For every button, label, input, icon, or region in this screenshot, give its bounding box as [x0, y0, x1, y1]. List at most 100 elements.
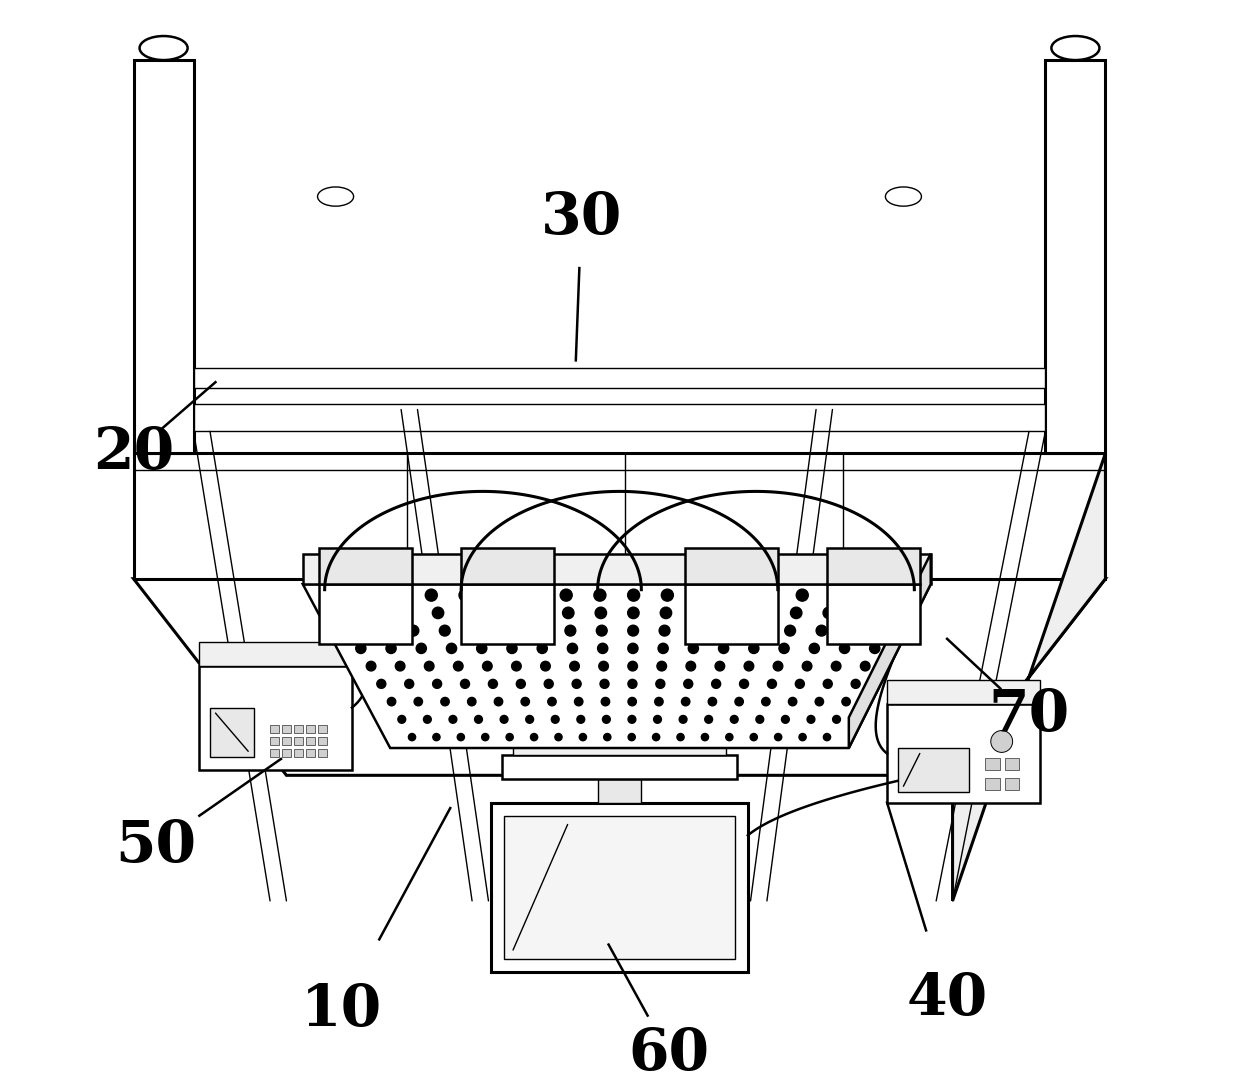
Circle shape: [408, 626, 419, 636]
Circle shape: [654, 715, 662, 723]
Circle shape: [494, 698, 503, 705]
Circle shape: [465, 607, 476, 618]
Circle shape: [655, 679, 665, 688]
Circle shape: [681, 698, 690, 705]
Circle shape: [711, 679, 721, 688]
Circle shape: [540, 662, 550, 670]
Circle shape: [551, 715, 559, 723]
Circle shape: [512, 662, 522, 670]
Bar: [985, 758, 1000, 770]
Circle shape: [555, 734, 563, 740]
Circle shape: [654, 698, 663, 705]
Circle shape: [567, 643, 577, 653]
Text: 70: 70: [989, 687, 1069, 744]
Circle shape: [888, 607, 900, 618]
Circle shape: [441, 698, 450, 705]
Bar: [985, 778, 1000, 790]
Circle shape: [658, 643, 668, 653]
Circle shape: [628, 698, 637, 705]
Circle shape: [660, 607, 672, 618]
Circle shape: [715, 662, 725, 670]
Bar: [502, 755, 737, 779]
Circle shape: [686, 662, 695, 670]
Bar: [491, 803, 748, 972]
Circle shape: [851, 679, 860, 688]
Circle shape: [425, 590, 437, 601]
Circle shape: [525, 715, 534, 723]
Circle shape: [729, 590, 741, 601]
Circle shape: [628, 734, 636, 740]
Circle shape: [753, 626, 764, 636]
Text: 30: 30: [540, 190, 622, 247]
Circle shape: [377, 679, 385, 688]
Circle shape: [628, 626, 638, 636]
Circle shape: [398, 715, 405, 723]
Circle shape: [560, 590, 572, 601]
Circle shape: [662, 590, 673, 601]
Bar: [294, 725, 302, 733]
Circle shape: [705, 715, 712, 723]
Bar: [887, 680, 1040, 704]
Circle shape: [530, 734, 538, 740]
Bar: [294, 737, 302, 745]
Circle shape: [807, 715, 815, 723]
Circle shape: [432, 734, 440, 740]
Circle shape: [730, 715, 738, 723]
Circle shape: [471, 626, 482, 636]
Polygon shape: [461, 584, 554, 644]
Polygon shape: [134, 579, 1105, 775]
Circle shape: [517, 679, 525, 688]
Circle shape: [409, 734, 415, 740]
Circle shape: [758, 607, 769, 618]
Circle shape: [740, 679, 748, 688]
Circle shape: [458, 590, 471, 601]
Circle shape: [335, 607, 346, 618]
Circle shape: [831, 662, 841, 670]
Circle shape: [628, 715, 636, 723]
Circle shape: [809, 643, 819, 653]
Circle shape: [803, 662, 812, 670]
Circle shape: [392, 590, 404, 601]
Ellipse shape: [317, 187, 353, 206]
Bar: [282, 749, 291, 757]
Circle shape: [325, 590, 336, 601]
Circle shape: [628, 662, 638, 670]
Circle shape: [367, 662, 375, 670]
Circle shape: [756, 715, 763, 723]
Circle shape: [628, 607, 639, 618]
Circle shape: [497, 607, 509, 618]
Circle shape: [815, 698, 824, 705]
Circle shape: [425, 662, 434, 670]
Circle shape: [453, 662, 463, 670]
Bar: [282, 737, 291, 745]
Circle shape: [356, 643, 366, 653]
Bar: [306, 749, 315, 757]
Circle shape: [870, 643, 880, 653]
Polygon shape: [826, 584, 919, 644]
Circle shape: [548, 698, 556, 705]
Text: 40: 40: [907, 971, 987, 1028]
Bar: [294, 749, 302, 757]
Polygon shape: [685, 548, 778, 584]
Circle shape: [767, 679, 777, 688]
Circle shape: [659, 626, 670, 636]
Text: 50: 50: [115, 818, 196, 875]
Circle shape: [774, 734, 782, 740]
Circle shape: [750, 734, 757, 740]
Circle shape: [440, 626, 450, 636]
Bar: [209, 708, 254, 757]
Circle shape: [400, 607, 411, 618]
Circle shape: [762, 590, 774, 601]
Circle shape: [788, 698, 797, 705]
Circle shape: [593, 590, 606, 601]
Circle shape: [693, 607, 704, 618]
Bar: [134, 60, 193, 453]
Circle shape: [570, 662, 580, 670]
Bar: [318, 749, 327, 757]
Circle shape: [795, 679, 804, 688]
Circle shape: [701, 734, 709, 740]
Circle shape: [748, 643, 760, 653]
Circle shape: [501, 715, 508, 723]
Circle shape: [457, 734, 465, 740]
Polygon shape: [302, 554, 930, 584]
